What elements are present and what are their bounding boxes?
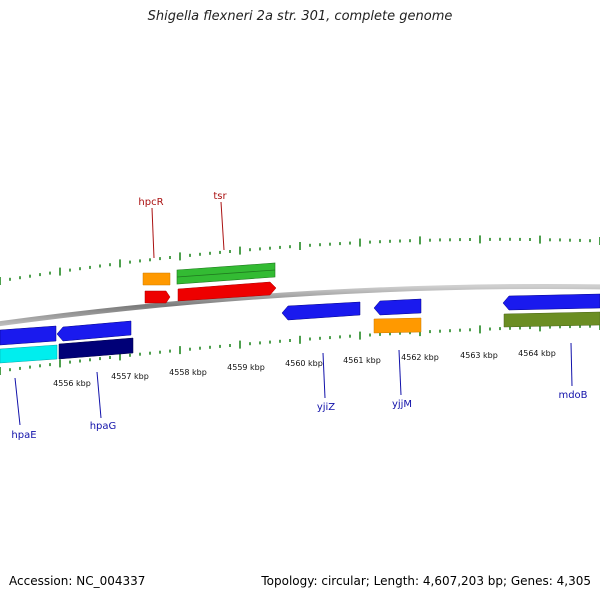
feature-tsr[interactable] xyxy=(177,281,277,302)
scale-label: 4561 kbp xyxy=(343,356,381,365)
scale-label: 4563 kbp xyxy=(460,351,498,360)
leader-hpaE xyxy=(14,377,21,426)
genome-backbone xyxy=(0,283,600,327)
leader-yjiZ xyxy=(322,352,326,399)
feature-yjjM[interactable] xyxy=(373,298,422,316)
leader-tsr xyxy=(220,201,225,251)
feature-hpcR-orange[interactable] xyxy=(142,272,171,286)
scale-label: 4559 kbp xyxy=(227,363,265,372)
feature-hpaG-navy[interactable] xyxy=(58,337,134,360)
leader-yjjM xyxy=(398,349,402,396)
scale-label: 4560 kbp xyxy=(285,359,323,368)
plus-strand-ticks xyxy=(0,235,600,285)
map-title: Shigella flexneri 2a str. 301, complete … xyxy=(147,9,453,24)
accession-text: Accession: NC_004337 xyxy=(9,574,146,588)
gene-label-yjjM[interactable]: yjjM xyxy=(392,399,412,410)
scale-label: 4557 kbp xyxy=(111,372,149,381)
scale-label: 4562 kbp xyxy=(401,353,439,362)
feature-mdoB[interactable] xyxy=(502,293,600,311)
feature-tsr-green[interactable] xyxy=(176,262,276,285)
scale-label: 4564 kbp xyxy=(518,349,556,358)
feature-yjjM-orange[interactable] xyxy=(373,317,422,334)
gene-label-hpcR[interactable]: hpcR xyxy=(138,197,163,208)
gene-label-tsr[interactable]: tsr xyxy=(213,191,227,202)
feature-hpaG[interactable] xyxy=(56,320,132,342)
leader-hpaG xyxy=(96,371,102,419)
gene-label-mdoB[interactable]: mdoB xyxy=(558,390,587,401)
feature-yjiZ[interactable] xyxy=(281,301,361,321)
gene-label-hpaG[interactable]: hpaG xyxy=(90,421,117,432)
gene-label-yjiZ[interactable]: yjiZ xyxy=(317,402,335,413)
feature-mdoB-olive[interactable] xyxy=(503,311,600,328)
topology-text: Topology: circular; Length: 4,607,203 bp… xyxy=(261,574,591,588)
leader-mdoB xyxy=(570,342,573,387)
feature-hpcR[interactable] xyxy=(144,290,171,304)
leader-hpcR xyxy=(151,207,155,259)
gene-label-hpaE[interactable]: hpaE xyxy=(11,430,36,441)
scale-label: 4556 kbp xyxy=(53,379,91,388)
scale-label: 4558 kbp xyxy=(169,368,207,377)
feature-hpaE[interactable] xyxy=(0,325,57,346)
feature-hpaE-cyan[interactable] xyxy=(0,344,58,364)
